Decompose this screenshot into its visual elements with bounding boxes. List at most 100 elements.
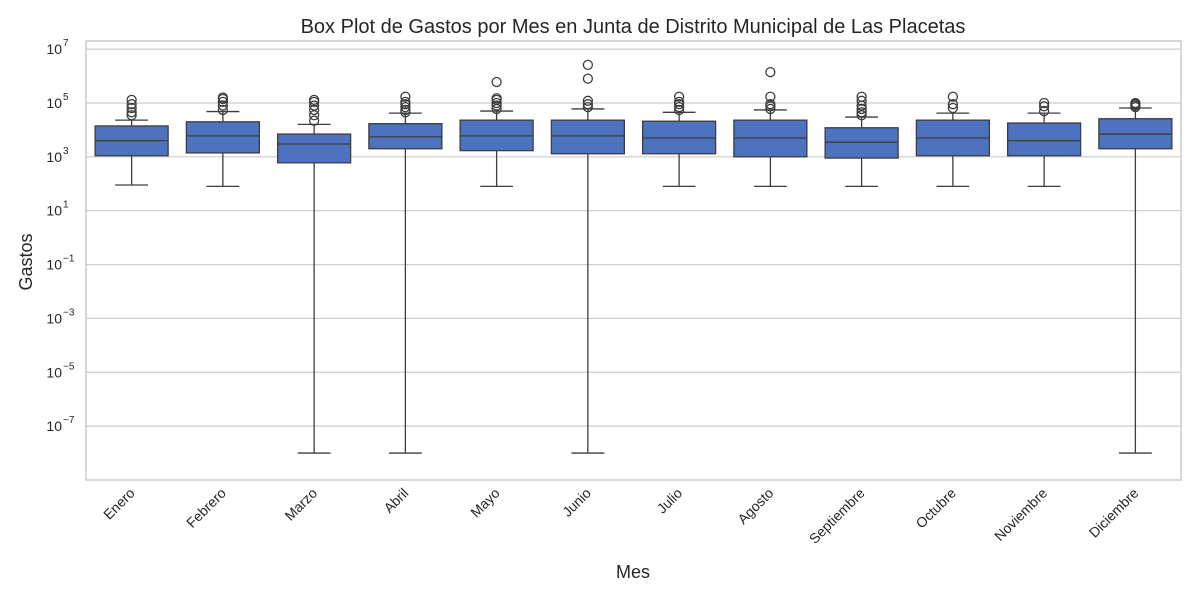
x-tick-label: Noviembre bbox=[991, 485, 1050, 544]
outlier-point bbox=[765, 103, 776, 115]
y-tick-label: 10 7 bbox=[46, 38, 69, 57]
outlier-point bbox=[856, 103, 867, 115]
outlier-point bbox=[491, 76, 502, 88]
outlier-point bbox=[765, 66, 776, 78]
box-marzo bbox=[276, 94, 352, 454]
outlier-point bbox=[126, 94, 137, 106]
outlier-point bbox=[217, 100, 229, 111]
y-tick-label: 10 −1 bbox=[46, 254, 74, 273]
x-tick-label: Agosto bbox=[734, 485, 776, 527]
x-tick-label: Febrero bbox=[183, 485, 229, 531]
y-tick-base: 10 bbox=[46, 203, 62, 219]
outlier-point bbox=[673, 91, 685, 102]
iqr-box bbox=[550, 119, 626, 155]
y-tick-base: 10 bbox=[46, 41, 62, 57]
x-tick-labels: Enero Febrero Marzo Abril Mayo Junio Julio Agos… bbox=[100, 485, 1142, 547]
outlier-point bbox=[856, 95, 867, 106]
iqr-box bbox=[1006, 122, 1082, 157]
iqr-box bbox=[824, 127, 899, 159]
box-noviembre bbox=[1006, 97, 1082, 188]
chart-title: Box Plot de Gastos por Mes en Junta de D… bbox=[301, 16, 966, 38]
y-axis-label: Gastos bbox=[16, 233, 36, 290]
x-tick-label: Julio bbox=[654, 485, 686, 517]
iqr-box bbox=[185, 121, 261, 154]
y-tick-exponent: 5 bbox=[63, 92, 69, 103]
outlier-point bbox=[126, 102, 137, 114]
outlier-point bbox=[308, 104, 320, 116]
y-tick-exponent: 7 bbox=[63, 38, 69, 49]
outlier-point bbox=[947, 102, 959, 114]
outlier-point bbox=[582, 59, 594, 71]
outlier-point bbox=[400, 104, 411, 116]
outlier-point bbox=[217, 104, 229, 116]
outlier-point bbox=[947, 99, 959, 110]
outlier-point bbox=[126, 99, 137, 110]
boxes-layer bbox=[94, 59, 1173, 454]
x-tick-label: Octubre bbox=[912, 485, 959, 532]
box-abril bbox=[368, 91, 443, 454]
y-tick-label: 10 1 bbox=[46, 200, 69, 219]
y-tick-exponent: −1 bbox=[63, 254, 75, 265]
y-tick-exponent: −5 bbox=[63, 361, 75, 372]
outlier-point bbox=[582, 101, 594, 113]
outlier-point bbox=[400, 91, 411, 102]
outlier-point bbox=[673, 101, 685, 113]
outlier-point bbox=[217, 96, 229, 108]
y-tick-exponent: 3 bbox=[63, 146, 69, 157]
x-tick-label: Abril bbox=[380, 485, 411, 516]
outlier-point bbox=[1038, 101, 1050, 112]
x-tick-label: Junio bbox=[559, 485, 594, 520]
outlier-point bbox=[1038, 97, 1050, 109]
y-tick-label: 10 −3 bbox=[46, 307, 74, 326]
outlier-point bbox=[126, 107, 137, 118]
outlier-point bbox=[491, 100, 502, 111]
outlier-point bbox=[765, 99, 776, 110]
y-tick-base: 10 bbox=[46, 418, 62, 434]
x-tick-label: Enero bbox=[100, 485, 138, 523]
box-febrero bbox=[185, 92, 261, 188]
outlier-point bbox=[582, 99, 594, 110]
outlier-point bbox=[217, 92, 229, 103]
outlier-point bbox=[400, 101, 411, 113]
outlier-point bbox=[856, 91, 867, 102]
y-tick-base: 10 bbox=[46, 149, 62, 165]
outlier-point bbox=[673, 96, 685, 108]
y-tick-label: 10 −7 bbox=[46, 415, 74, 434]
iqr-box bbox=[368, 123, 443, 150]
box-junio bbox=[550, 59, 626, 454]
outlier-point bbox=[491, 97, 502, 109]
box-julio bbox=[641, 91, 717, 188]
outlier-point bbox=[491, 93, 502, 104]
outlier-point bbox=[308, 100, 320, 111]
outlier-point bbox=[856, 107, 867, 118]
x-tick-label: Diciembre bbox=[1086, 485, 1142, 541]
y-tick-label: 10 −5 bbox=[46, 361, 74, 380]
outlier-point bbox=[400, 96, 411, 108]
y-tick-base: 10 bbox=[46, 310, 62, 326]
plot-frame bbox=[85, 40, 1182, 481]
outlier-point bbox=[308, 110, 320, 121]
box-agosto bbox=[733, 66, 808, 188]
y-tick-exponent: 1 bbox=[63, 200, 69, 211]
outlier-point bbox=[1130, 97, 1141, 109]
outlier-point bbox=[126, 110, 137, 121]
outlier-point bbox=[308, 94, 320, 106]
x-tick-label: Mayo bbox=[467, 485, 503, 521]
outlier-point bbox=[765, 91, 776, 102]
x-axis-label: Mes bbox=[616, 562, 650, 582]
y-tick-base: 10 bbox=[46, 364, 62, 380]
box-diciembre bbox=[1098, 97, 1173, 454]
outlier-point bbox=[308, 115, 320, 126]
iqr-box bbox=[276, 133, 352, 164]
x-tick-label: Septiembre bbox=[806, 485, 868, 547]
y-tick-label: 10 3 bbox=[46, 146, 69, 165]
outlier-point bbox=[673, 104, 685, 116]
y-tick-base: 10 bbox=[46, 95, 62, 111]
box-enero bbox=[94, 94, 169, 186]
y-tick-exponent: −7 bbox=[63, 415, 75, 426]
y-tick-label: 10 5 bbox=[46, 92, 69, 111]
x-tick-label: Marzo bbox=[281, 485, 320, 524]
outlier-point bbox=[582, 73, 594, 84]
